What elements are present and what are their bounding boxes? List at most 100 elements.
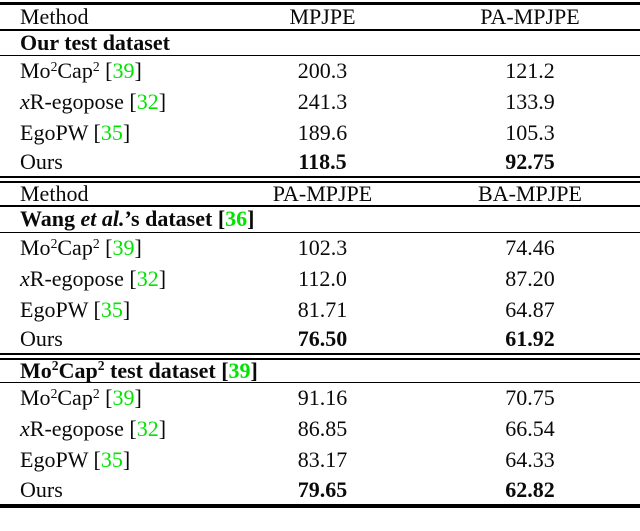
citation-link[interactable]: 32 xyxy=(136,89,159,114)
metric-value-cell: 74.46 xyxy=(505,234,555,260)
method-name-text: EgoPW [ xyxy=(20,120,101,145)
method-name-text: [ xyxy=(99,384,113,410)
metric-value-cell: 189.6 xyxy=(297,120,348,145)
metric-value-cell: 92.75 xyxy=(420,148,640,183)
method-name-text: Mo xyxy=(20,234,51,260)
method-name-text: ] xyxy=(158,89,167,114)
method-name-text: Mo xyxy=(20,58,51,84)
method-name-text: Ours xyxy=(20,476,63,502)
method-cell: Ours xyxy=(0,475,225,506)
method-name-text: R-egopose [ xyxy=(29,265,137,291)
dataset-section-row: Our test dataset xyxy=(0,29,640,56)
dataset-section-text: Cap xyxy=(58,357,98,382)
method-cell: xR-egopose [32] xyxy=(0,87,225,118)
method-cell: xR-egopose [32] xyxy=(0,263,225,294)
dataset-section-row: Wang et al.’s dataset [36] xyxy=(0,206,640,233)
dataset-section-label: Wang et al.’s dataset [36] xyxy=(0,206,640,233)
metric-value-cell: 112.0 xyxy=(298,265,347,291)
column-header-metric-1: MPJPE xyxy=(225,3,420,31)
results-table: Method MPJPE PA-MPJPE Our test dataset Mo2Ca… xyxy=(0,2,640,508)
dataset-section-text: ] xyxy=(247,206,255,232)
column-header-method: Method xyxy=(0,3,225,31)
method-name-text: ] xyxy=(158,265,167,291)
metric-value-cell: 105.3 xyxy=(505,120,555,145)
metric-value-cell: 76.50 xyxy=(225,325,420,360)
metric-value-cell: 64.33 xyxy=(505,446,555,472)
citation-link[interactable]: 35 xyxy=(100,446,123,472)
citation-link[interactable]: 39 xyxy=(112,234,135,260)
superscript-text: 2 xyxy=(92,385,100,401)
citation-link[interactable]: 39 xyxy=(228,357,251,382)
metric-value-cell: 61.92 xyxy=(420,325,640,360)
table-row: Mo2Cap2 [39] 200.3 121.2 xyxy=(0,56,640,87)
column-header-method: Method xyxy=(0,179,225,207)
citation-link[interactable]: 32 xyxy=(136,265,159,291)
superscript-text: 2 xyxy=(50,235,58,251)
method-name-text: [ xyxy=(99,234,113,260)
table-row: Ours 76.50 61.92 xyxy=(0,325,640,360)
table-row: Ours 79.65 62.82 xyxy=(0,475,640,506)
table-row: Ours 118.5 92.75 xyxy=(0,148,640,183)
citation-link[interactable]: 36 xyxy=(225,206,248,232)
method-name-text: Cap xyxy=(57,58,93,84)
metric-value-cell: 62.82 xyxy=(505,476,555,502)
column-header-metric-1: PA-MPJPE xyxy=(225,179,420,207)
method-name-text: Ours xyxy=(20,325,63,351)
superscript-text: 2 xyxy=(51,358,59,374)
method-name-text: Cap xyxy=(57,234,93,260)
column-header-metric-2: BA-MPJPE xyxy=(420,179,640,207)
method-name-text: Cap xyxy=(57,384,93,410)
citation-link[interactable]: 35 xyxy=(100,296,123,322)
metric-value-cell: 118.5 xyxy=(225,148,420,183)
method-cell: xR-egopose [32] xyxy=(0,413,225,444)
table-row: EgoPW [35] 189.6 105.3 xyxy=(0,118,640,149)
citation-link[interactable]: 35 xyxy=(100,120,123,145)
superscript-text: 2 xyxy=(92,235,100,251)
metric-value-cell: 70.75 xyxy=(505,384,555,410)
metric-value-cell: 81.71 xyxy=(297,296,348,322)
method-cell: Ours xyxy=(0,148,225,183)
table-row: xR-egopose [32] 86.85 66.54 xyxy=(0,413,640,444)
table-row: xR-egopose [32] 112.0 87.20 xyxy=(0,263,640,294)
method-name-text: ] xyxy=(158,415,167,441)
metric-value-cell: 121.2 xyxy=(505,58,555,84)
citation-link[interactable]: 39 xyxy=(112,384,135,410)
metric-value-cell: 87.20 xyxy=(505,265,555,291)
method-cell: Mo2Cap2 [39] xyxy=(0,382,225,413)
metric-value-cell: 86.85 xyxy=(297,415,348,441)
method-name-text: x xyxy=(20,265,30,291)
metric-value-cell: 102.3 xyxy=(297,234,348,260)
table-row: Mo2Cap2 [39] 102.3 74.46 xyxy=(0,232,640,263)
method-name-text: ] xyxy=(134,58,142,84)
method-cell: EgoPW [35] xyxy=(0,118,225,149)
method-name-text: ] xyxy=(134,384,142,410)
method-name-text: x xyxy=(20,415,30,441)
method-name-text: ] xyxy=(122,120,131,145)
citation-link[interactable]: 32 xyxy=(136,415,159,441)
table-row: xR-egopose [32] 241.3 133.9 xyxy=(0,87,640,118)
metric-value-cell: 241.3 xyxy=(297,89,348,114)
dataset-section-text: ] xyxy=(250,357,258,382)
metric-value-cell: 91.16 xyxy=(297,384,348,410)
dataset-section-label: Mo2Cap2 test dataset [39] xyxy=(0,356,640,383)
method-cell: Ours xyxy=(0,325,225,360)
table-row: Mo2Cap2 [39] 91.16 70.75 xyxy=(0,382,640,413)
method-name-text: R-egopose [ xyxy=(29,89,137,114)
method-name-text: ] xyxy=(122,296,131,322)
method-name-text: R-egopose [ xyxy=(29,415,137,441)
superscript-text: 2 xyxy=(92,59,100,75)
citation-link[interactable]: 39 xyxy=(112,58,135,84)
dataset-section-text: et al. xyxy=(80,206,125,232)
method-cell: EgoPW [35] xyxy=(0,294,225,325)
results-table-body: Method MPJPE PA-MPJPE Our test dataset Mo2Ca… xyxy=(0,3,640,507)
column-header-row: Method MPJPE PA-MPJPE xyxy=(0,3,640,31)
metric-value-cell: 79.65 xyxy=(297,476,348,502)
column-header-row: Method PA-MPJPE BA-MPJPE xyxy=(0,179,640,207)
table-row: EgoPW [35] 83.17 64.33 xyxy=(0,444,640,475)
method-cell: EgoPW [35] xyxy=(0,444,225,475)
column-header-metric-2: PA-MPJPE xyxy=(420,3,640,31)
dataset-section-row: Mo2Cap2 test dataset [39] xyxy=(0,356,640,383)
method-name-text: ] xyxy=(122,446,131,472)
method-name-text: [ xyxy=(99,58,113,84)
metric-value-cell: 64.87 xyxy=(505,296,555,322)
